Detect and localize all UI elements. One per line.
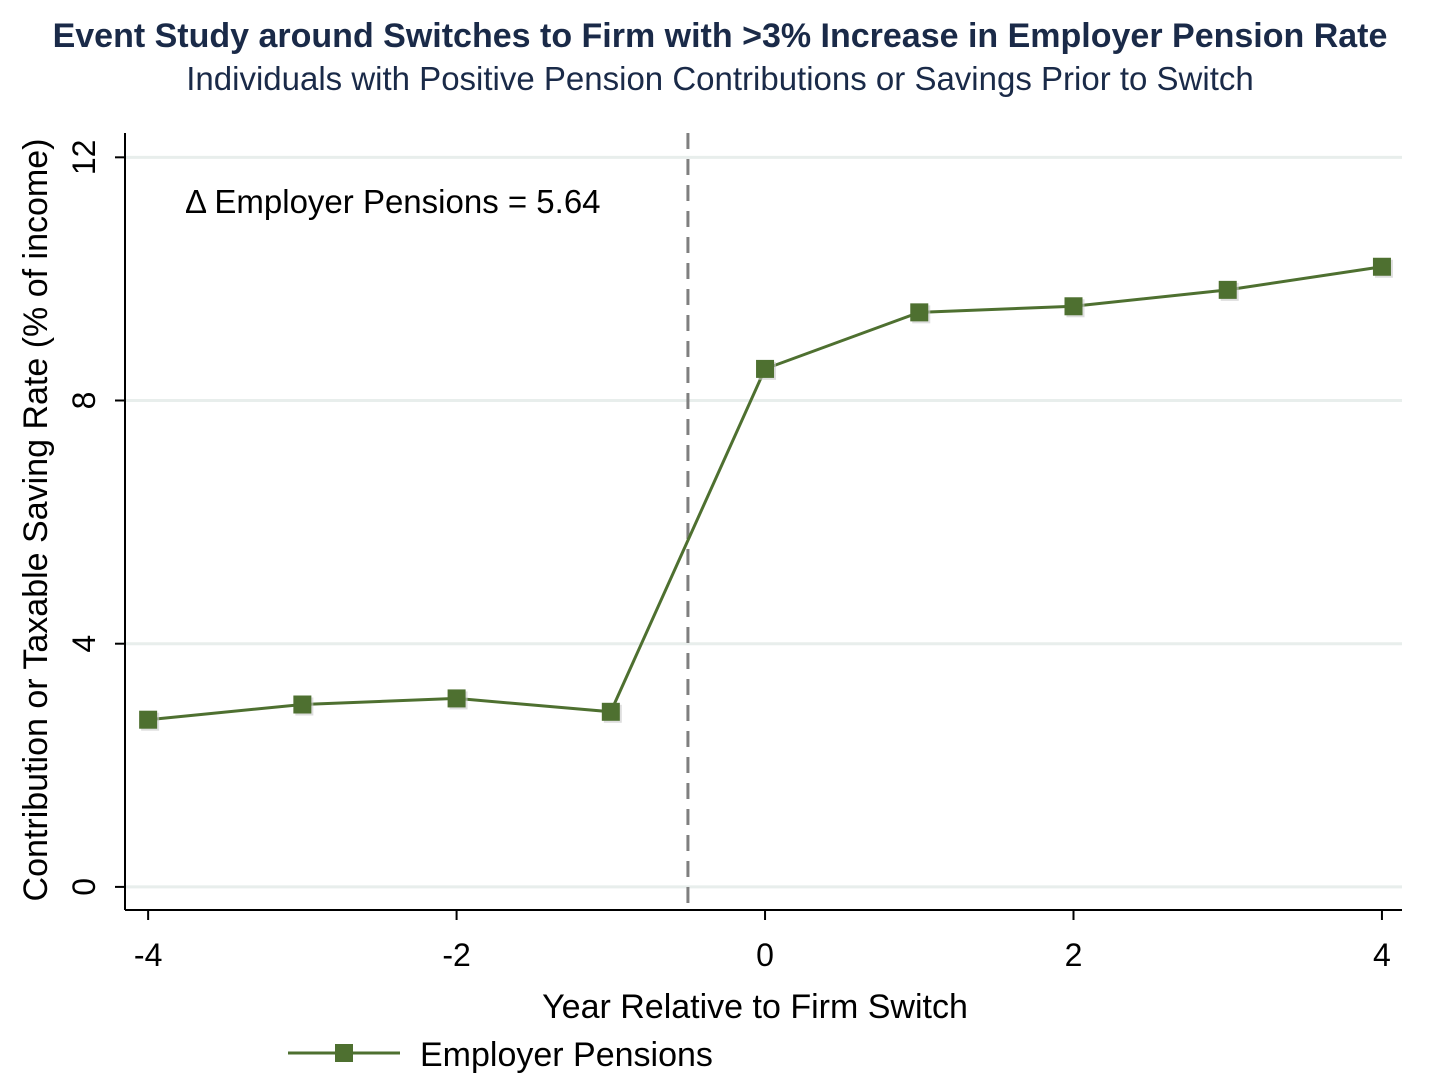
- delta-annotation: Δ Employer Pensions = 5.64: [185, 183, 601, 220]
- y-tick-label-8: 8: [66, 392, 102, 410]
- chart-subtitle: Individuals with Positive Pension Contri…: [186, 60, 1254, 97]
- x-tick-label-4: 4: [1373, 937, 1391, 973]
- x-tick-label--2: -2: [442, 937, 470, 973]
- x-tick-label-0: 0: [756, 937, 774, 973]
- y-tick-label-0: 0: [66, 878, 102, 896]
- data-point-marker: [1218, 280, 1237, 299]
- x-axis-title: Year Relative to Firm Switch: [542, 988, 968, 1026]
- data-point-marker: [1372, 257, 1391, 276]
- legend-marker-swatch: [335, 1044, 353, 1062]
- series-layer: [139, 257, 1393, 731]
- data-point-marker: [293, 695, 312, 714]
- legend-label: Employer Pensions: [420, 1036, 713, 1074]
- x-tick-label-2: 2: [1065, 937, 1083, 973]
- data-point-marker: [910, 303, 929, 322]
- data-point-marker: [601, 702, 620, 721]
- series-line-employer-pensions: [147, 265, 1383, 722]
- grid-lines: [125, 155, 1402, 889]
- legend: Employer Pensions: [288, 1036, 713, 1074]
- data-point-marker: [447, 689, 466, 708]
- data-point-marker: [1064, 297, 1083, 316]
- y-tick-label-12: 12: [66, 140, 102, 176]
- x-tick-label--4: -4: [134, 937, 162, 973]
- chart-title: Event Study around Switches to Firm with…: [53, 17, 1388, 55]
- data-point-marker: [139, 710, 158, 729]
- y-axis-title: Contribution or Taxable Saving Rate (% o…: [17, 139, 55, 902]
- data-point-marker: [756, 359, 775, 378]
- axes: 0 4 8 12 -4 -2 0 2 4: [66, 133, 1402, 973]
- y-tick-label-4: 4: [66, 635, 102, 653]
